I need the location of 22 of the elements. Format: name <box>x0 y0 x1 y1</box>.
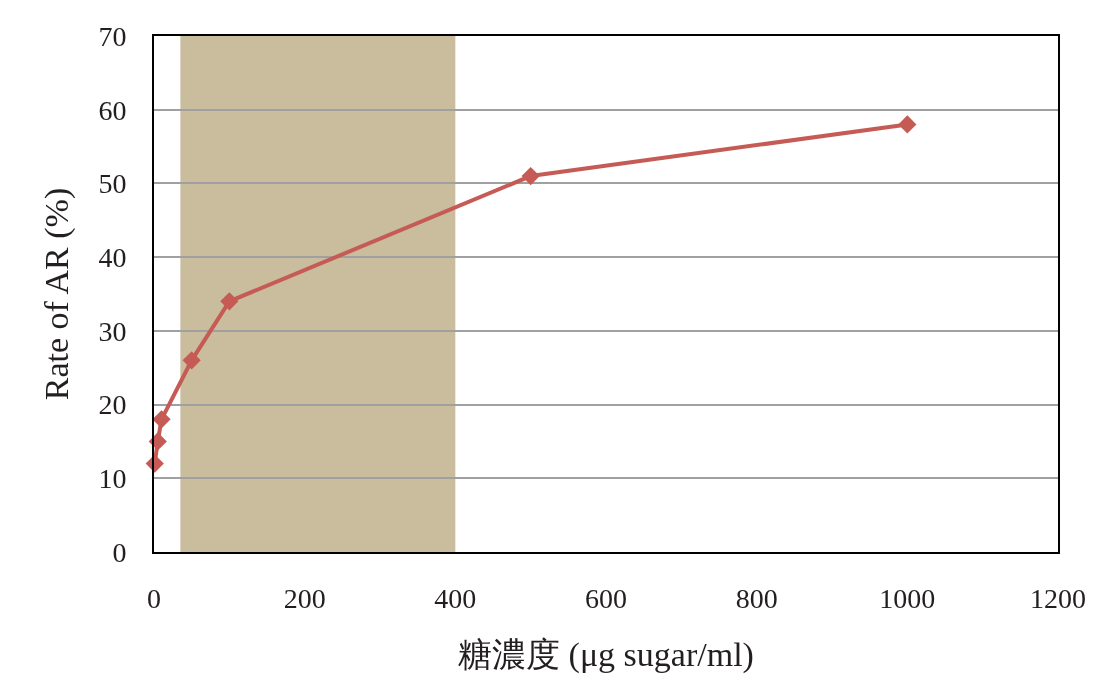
y-tick-label: 40 <box>98 241 127 273</box>
y-tick-label: 50 <box>98 168 127 200</box>
x-tick-label: 600 <box>585 582 627 614</box>
y-tick-label: 0 <box>112 536 127 568</box>
x-tick-label: 200 <box>283 582 326 614</box>
point <box>898 115 917 134</box>
x-tick-label: 1000 <box>879 582 936 614</box>
y-tick-label: 60 <box>98 94 127 126</box>
y-tick-label: 10 <box>98 463 127 495</box>
y-tick-label: 30 <box>98 315 127 347</box>
x-tick-label: 400 <box>434 582 477 614</box>
point <box>521 166 540 186</box>
x-tick-label: 1200 <box>1030 582 1086 614</box>
point <box>220 292 239 311</box>
x-tick-label: 0 <box>147 582 161 614</box>
y-tick-label: 70 <box>98 20 127 52</box>
y-axis-title: Rate of AR (%) <box>37 187 76 401</box>
point <box>152 410 171 429</box>
y-tick-label: 20 <box>98 389 127 421</box>
x-tick-label: 800 <box>735 582 778 614</box>
point <box>182 351 201 370</box>
x-axis-title: 糖濃度 (μg sugar/ml) <box>458 636 754 675</box>
